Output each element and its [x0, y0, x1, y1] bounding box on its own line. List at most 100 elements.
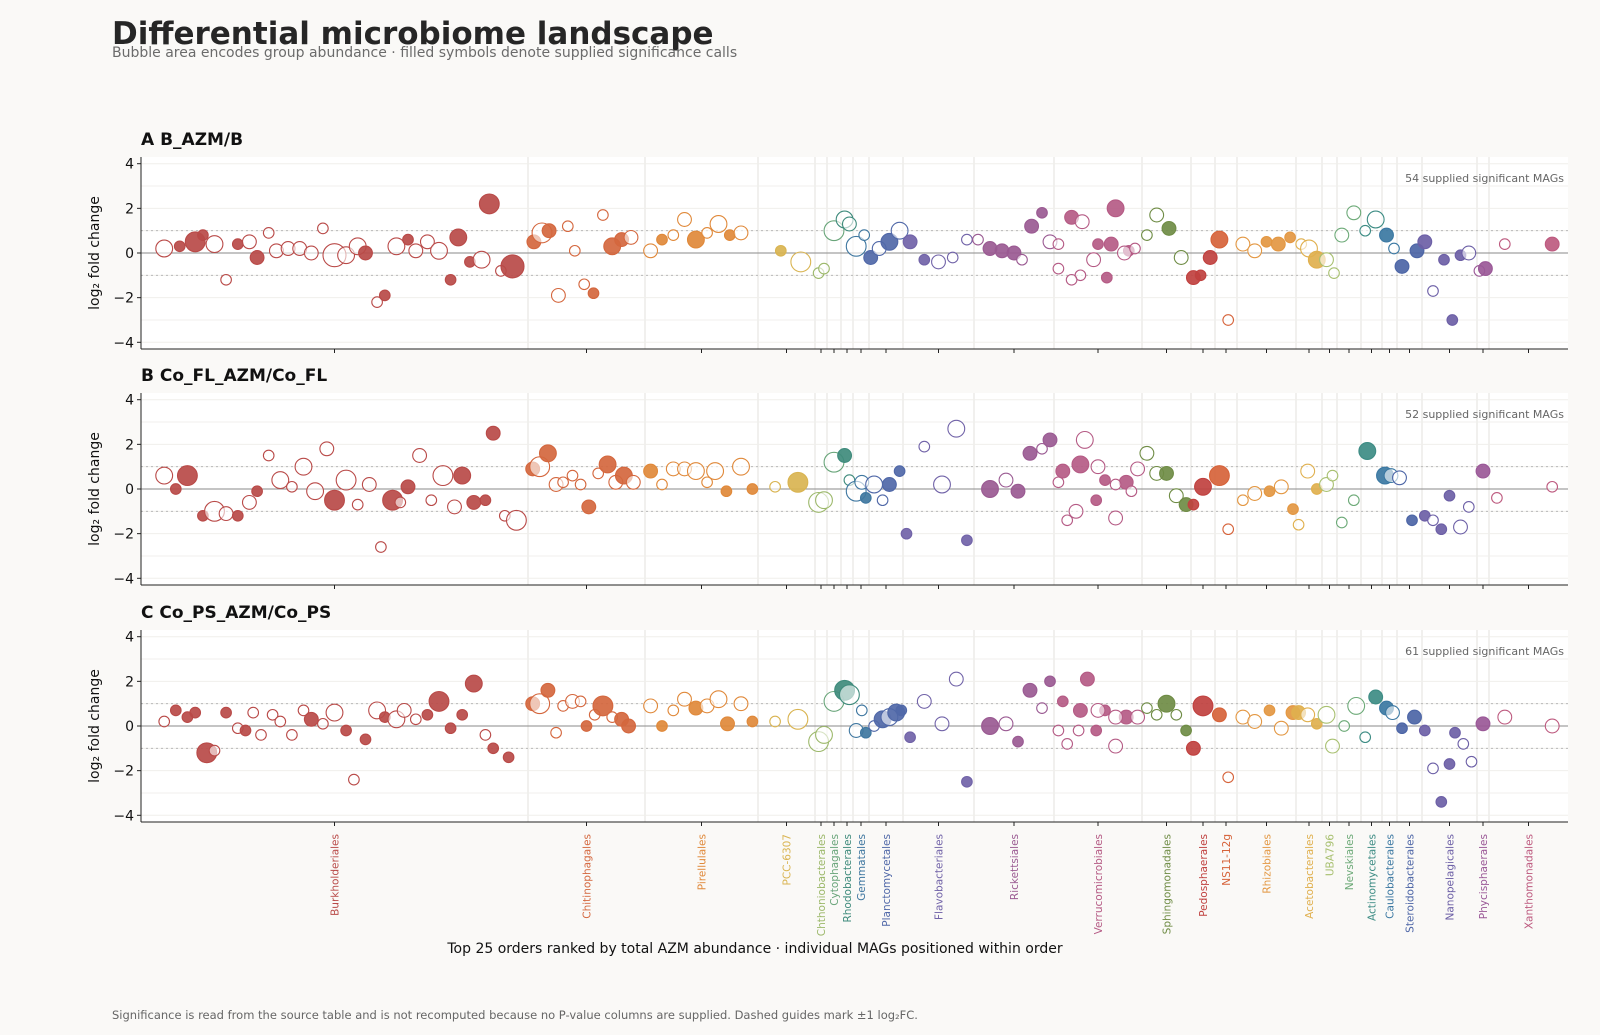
mag-point: [220, 273, 232, 286]
mag-point: [931, 254, 946, 270]
panel-title: C Co_PS_AZM/Co_PS: [141, 603, 331, 623]
mag-point: [876, 494, 889, 507]
mag-point: [1192, 695, 1214, 717]
mag-point: [863, 250, 879, 265]
mag-point: [1022, 445, 1038, 461]
mag-point: [1446, 314, 1459, 326]
mag-point: [902, 234, 918, 250]
mag-point: [677, 691, 692, 707]
mag-point: [239, 724, 252, 737]
mag-point: [961, 534, 973, 547]
y-axis-label: log₂ fold change: [87, 432, 103, 546]
mag-point: [746, 715, 759, 728]
mag-point: [1544, 718, 1560, 734]
mag-point: [1319, 477, 1334, 492]
mag-point: [1326, 469, 1339, 482]
mag-point: [409, 713, 422, 726]
mag-point: [262, 449, 275, 462]
mag-point: [845, 235, 867, 257]
mag-point: [241, 494, 257, 510]
mag-point: [169, 704, 182, 717]
mag-point: [466, 494, 482, 510]
order-label: Pirellulales: [697, 834, 709, 890]
mag-point: [447, 499, 462, 515]
order-label: PCC-6307: [782, 834, 794, 886]
mag-point: [1334, 227, 1350, 243]
mag-point: [1010, 483, 1026, 499]
mag-point: [706, 462, 725, 481]
mag-point: [1099, 474, 1111, 486]
mag-point: [394, 496, 407, 509]
mag-point: [1435, 523, 1448, 536]
mag-point: [1273, 479, 1289, 495]
mag-point: [266, 708, 279, 721]
mag-point: [1108, 510, 1124, 526]
mag-point: [319, 441, 335, 457]
order-label: Burkholderiales: [330, 834, 342, 916]
mag-point: [1491, 492, 1503, 504]
mag-point: [1130, 709, 1146, 725]
mag-point: [1443, 489, 1456, 502]
mag-point: [598, 455, 617, 474]
order-label: Actinomycetales: [1367, 834, 1379, 921]
mag-point: [432, 465, 454, 487]
panel-b: −4 −2 0 2 4 B Co_FL_AZM/Co_FL log₂ fold change…: [87, 366, 1568, 589]
mag-point: [686, 230, 705, 249]
significance-count: 61 supplied significant MAGs: [1405, 645, 1564, 658]
mag-point: [396, 702, 412, 718]
mag-point: [841, 216, 857, 232]
mag-point: [550, 726, 562, 739]
mag-point: [1435, 796, 1448, 808]
order-label: Chitinophagales: [582, 834, 594, 919]
mag-point: [294, 457, 313, 476]
mag-point: [1173, 250, 1189, 265]
mag-point: [774, 244, 787, 257]
mag-point: [271, 471, 290, 490]
mag-point: [720, 716, 735, 732]
y-tick-label: 4: [125, 630, 134, 646]
y-tick-label: 0: [125, 246, 134, 262]
mag-point: [1056, 695, 1069, 708]
mag-point: [1247, 486, 1263, 501]
mag-point: [324, 489, 345, 511]
mag-point: [472, 250, 491, 269]
mag-point: [1130, 461, 1146, 477]
mag-point: [1042, 432, 1058, 448]
mag-point: [656, 233, 668, 246]
y-axis-label: log₂ fold change: [87, 196, 103, 310]
mag-point: [1260, 235, 1273, 248]
mag-point: [1109, 478, 1122, 491]
mag-point: [220, 706, 232, 719]
mag-point: [1074, 214, 1090, 230]
mag-point: [218, 506, 234, 522]
mag-point: [1396, 722, 1408, 735]
mag-point: [371, 296, 383, 308]
mag-point: [251, 485, 263, 498]
mag-point: [375, 541, 387, 553]
mag-point: [1071, 455, 1090, 474]
order-label: Acetobacterales: [1304, 834, 1316, 919]
mag-point: [946, 251, 959, 264]
mag-point: [998, 472, 1014, 488]
mag-point: [918, 440, 931, 453]
footer-note: Significance is read from the source tab…: [112, 1008, 918, 1022]
mag-point: [158, 715, 171, 728]
mag-point: [947, 419, 966, 438]
mag-point: [286, 480, 298, 493]
mag-point: [733, 696, 749, 712]
order-label: Chthoniobacterales: [816, 834, 828, 936]
mag-point: [1106, 199, 1125, 218]
mag-point: [1068, 503, 1084, 519]
mag-point: [597, 209, 609, 221]
y-tick-label: 0: [125, 719, 134, 735]
mag-point: [1222, 314, 1235, 326]
mag-point: [787, 471, 809, 493]
mag-point: [1149, 207, 1165, 223]
mag-point: [1235, 236, 1251, 252]
mag-point: [485, 425, 501, 441]
mag-point: [1453, 519, 1468, 535]
mag-point: [733, 225, 749, 241]
mag-point: [1100, 271, 1113, 284]
mag-point: [408, 243, 424, 259]
